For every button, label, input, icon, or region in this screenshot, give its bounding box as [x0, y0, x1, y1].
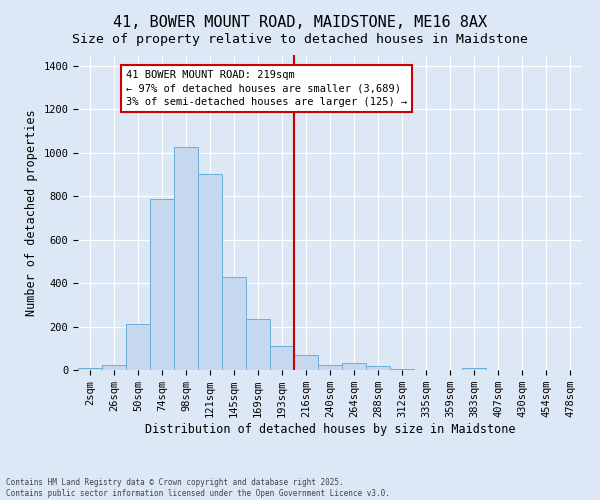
Bar	[462, 368, 486, 370]
Bar	[222, 276, 246, 370]
Bar	[78, 368, 102, 370]
Bar	[318, 364, 342, 370]
Bar	[390, 369, 414, 370]
Text: Contains HM Land Registry data © Crown copyright and database right 2025.
Contai: Contains HM Land Registry data © Crown c…	[6, 478, 390, 498]
Text: 41, BOWER MOUNT ROAD, MAIDSTONE, ME16 8AX: 41, BOWER MOUNT ROAD, MAIDSTONE, ME16 8A…	[113, 15, 487, 30]
Bar	[126, 324, 150, 370]
Bar	[198, 174, 222, 370]
Bar	[150, 200, 174, 370]
Bar	[174, 148, 198, 370]
Text: 41 BOWER MOUNT ROAD: 219sqm
← 97% of detached houses are smaller (3,689)
3% of s: 41 BOWER MOUNT ROAD: 219sqm ← 97% of det…	[126, 70, 407, 106]
Bar	[102, 364, 126, 370]
Bar	[342, 364, 366, 370]
X-axis label: Distribution of detached houses by size in Maidstone: Distribution of detached houses by size …	[145, 423, 515, 436]
Bar	[366, 366, 390, 370]
Y-axis label: Number of detached properties: Number of detached properties	[25, 109, 38, 316]
Bar	[294, 355, 318, 370]
Bar	[246, 319, 270, 370]
Text: Size of property relative to detached houses in Maidstone: Size of property relative to detached ho…	[72, 32, 528, 46]
Bar	[270, 346, 294, 370]
